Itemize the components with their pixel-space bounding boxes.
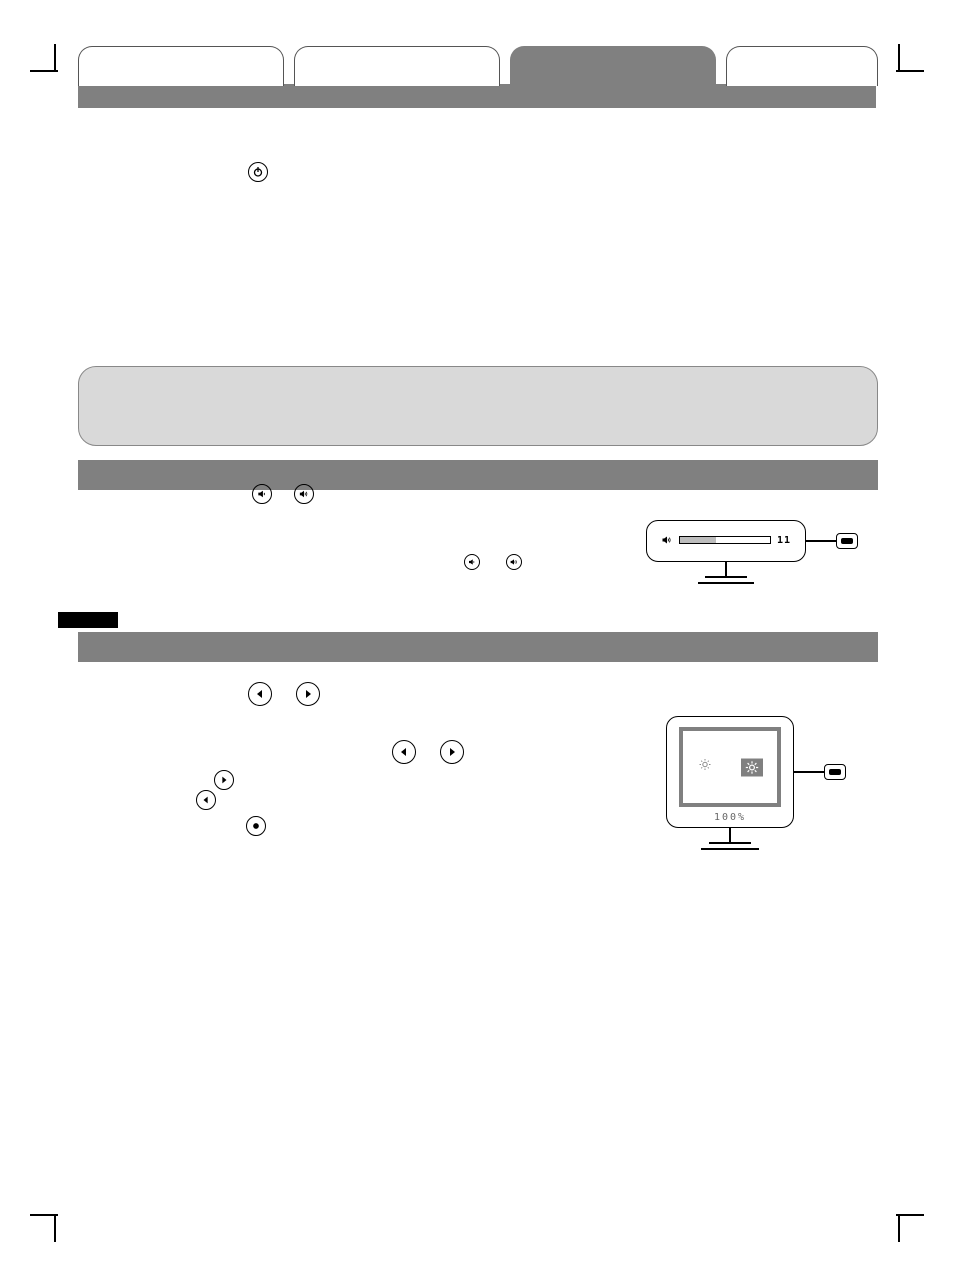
- monitor-stand-base: [709, 842, 751, 844]
- speaker-icons-row: [248, 484, 318, 504]
- rect-button-icon: [836, 533, 858, 549]
- crop-mark: [30, 70, 58, 72]
- triangle-left-single: [192, 790, 220, 810]
- monitor-stand-base: [705, 576, 747, 578]
- brightness-value: 100%: [667, 812, 793, 823]
- connector-line: [794, 771, 824, 773]
- crop-mark: [30, 1214, 58, 1216]
- triangle-right-icon: [440, 740, 464, 764]
- monitor-stand-base2: [701, 848, 759, 850]
- tab-band: [78, 84, 876, 108]
- speaker-icon: [661, 534, 673, 546]
- power-icon-row: [244, 162, 272, 182]
- brightness-frame: [679, 727, 781, 807]
- note-box: [78, 366, 878, 446]
- volume-osd-diagram: 11: [646, 520, 876, 584]
- monitor-stand-base2: [698, 582, 754, 584]
- crop-mark: [54, 1214, 56, 1242]
- triangle-left-icon: [392, 740, 416, 764]
- tab-2[interactable]: [294, 46, 500, 86]
- dot-icon-row: [242, 816, 270, 836]
- sun-dim-icon: [698, 758, 712, 777]
- rect-button-icon: [824, 764, 846, 780]
- crop-mark: [898, 1214, 900, 1242]
- side-page-marker: [58, 612, 118, 628]
- connector-line: [806, 540, 836, 542]
- triangle-right-icon: [296, 682, 320, 706]
- section-bar-volume: [78, 460, 878, 490]
- arrow-icons-row-2: [388, 740, 468, 764]
- triangle-right-icon: [214, 770, 234, 790]
- monitor-stand-neck: [729, 828, 731, 842]
- tab-1[interactable]: [78, 46, 284, 86]
- brightness-osd-diagram: 100%: [666, 716, 876, 850]
- dot-icon: [246, 816, 266, 836]
- triangle-left-icon: [196, 790, 216, 810]
- triangle-right-single: [210, 770, 238, 790]
- speaker-high-icon: [294, 484, 314, 504]
- power-icon: [248, 162, 268, 182]
- monitor-stand-neck: [725, 562, 727, 576]
- speaker-low-icon: [464, 554, 480, 570]
- crop-mark: [896, 70, 924, 72]
- crop-mark: [898, 44, 900, 72]
- volume-value: 11: [777, 535, 791, 546]
- volume-bar: [679, 536, 771, 544]
- arrow-icons-row-1: [244, 682, 324, 706]
- crop-mark: [54, 44, 56, 72]
- speaker-high-icon: [506, 554, 522, 570]
- triangle-left-icon: [248, 682, 272, 706]
- section-bar-brightness: [78, 632, 878, 662]
- speaker-icons-row-2: [460, 554, 526, 570]
- speaker-low-icon: [252, 484, 272, 504]
- tab-4[interactable]: [726, 46, 878, 86]
- crop-mark: [896, 1214, 924, 1216]
- sun-bright-icon: [741, 758, 763, 776]
- tab-3[interactable]: [510, 46, 716, 86]
